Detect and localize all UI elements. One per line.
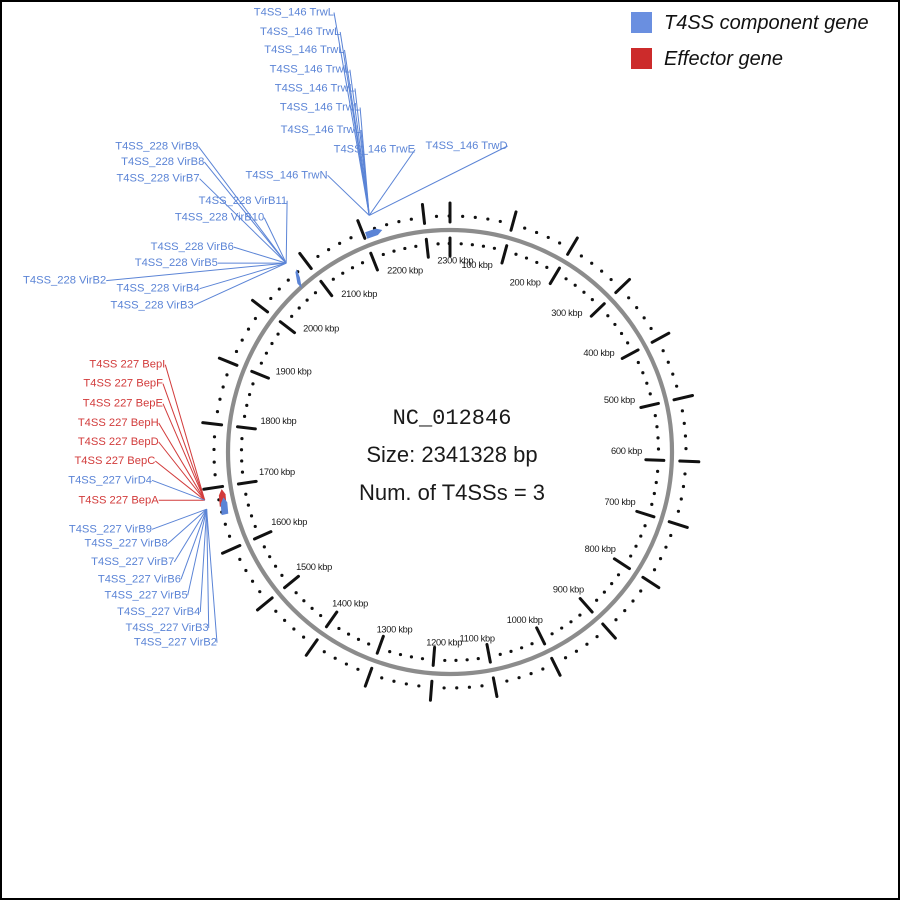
- svg-text:T4SS_228 VirB8: T4SS_228 VirB8: [121, 156, 204, 168]
- svg-text:T4SS 227 BepH: T4SS 227 BepH: [78, 417, 159, 429]
- svg-text:800 kbp: 800 kbp: [585, 544, 616, 554]
- svg-text:2100 kbp: 2100 kbp: [341, 289, 377, 299]
- svg-text:1100 kbp: 1100 kbp: [460, 634, 495, 644]
- svg-text:1500 kbp: 1500 kbp: [296, 562, 332, 572]
- svg-text:T4SS_228 VirB2: T4SS_228 VirB2: [23, 275, 106, 287]
- svg-text:T4SS_227 VirB5: T4SS_227 VirB5: [105, 589, 188, 601]
- svg-text:T4SS 227 BepD: T4SS 227 BepD: [78, 436, 159, 448]
- svg-text:T4SS_228 VirB11: T4SS_228 VirB11: [199, 195, 288, 207]
- svg-text:T4SS 227 BepC: T4SS 227 BepC: [74, 455, 155, 467]
- svg-text:T4SS_227 VirB3: T4SS_227 VirB3: [126, 622, 209, 634]
- svg-text:T4SS_146 TrwL: T4SS_146 TrwL: [260, 26, 340, 38]
- svg-text:T4SS 227 BepE: T4SS 227 BepE: [83, 398, 163, 410]
- svg-text:T4SS_146 TrwE: T4SS_146 TrwE: [334, 144, 415, 156]
- svg-text:T4SS_227 VirD4: T4SS_227 VirD4: [68, 474, 152, 486]
- svg-text:T4SS_227 VirB8: T4SS_227 VirB8: [85, 538, 168, 550]
- svg-text:1000 kbp: 1000 kbp: [507, 615, 543, 625]
- svg-text:400 kbp: 400 kbp: [583, 348, 614, 358]
- svg-text:2000 kbp: 2000 kbp: [303, 323, 339, 333]
- svg-text:T4SS_228 VirB3: T4SS_228 VirB3: [111, 299, 194, 311]
- svg-text:T4SS component gene: T4SS component gene: [664, 12, 869, 34]
- svg-text:Num. of T4SSs = 3: Num. of T4SSs = 3: [359, 480, 545, 505]
- svg-text:500 kbp: 500 kbp: [604, 395, 635, 405]
- svg-text:T4SS_227 VirB2: T4SS_227 VirB2: [134, 637, 217, 649]
- svg-text:T4SS_146 TrwD: T4SS_146 TrwD: [426, 140, 508, 152]
- svg-text:T4SS 227 BepF: T4SS 227 BepF: [83, 378, 163, 390]
- svg-text:1200 kbp: 1200 kbp: [426, 638, 462, 648]
- svg-text:700 kbp: 700 kbp: [604, 497, 635, 507]
- svg-text:1400 kbp: 1400 kbp: [332, 599, 368, 609]
- svg-text:T4SS_228 VirB7: T4SS_228 VirB7: [116, 173, 199, 185]
- svg-text:200 kbp: 200 kbp: [510, 278, 541, 288]
- svg-text:T4SS_146 TrwL: T4SS_146 TrwL: [270, 64, 350, 76]
- svg-text:T4SS_227 VirB6: T4SS_227 VirB6: [98, 573, 181, 585]
- svg-text:T4SS_146 TrwL: T4SS_146 TrwL: [275, 82, 355, 94]
- svg-text:T4SS_146 TrwL: T4SS_146 TrwL: [280, 102, 360, 114]
- svg-text:T4SS_228 VirB10: T4SS_228 VirB10: [175, 212, 264, 224]
- svg-text:900 kbp: 900 kbp: [553, 585, 584, 595]
- svg-text:Size: 2341328 bp: Size: 2341328 bp: [366, 442, 537, 467]
- svg-text:600 kbp: 600 kbp: [611, 446, 642, 456]
- svg-text:T4SS_146 TrwN: T4SS_146 TrwN: [246, 169, 328, 181]
- svg-text:1700 kbp: 1700 kbp: [259, 467, 295, 477]
- svg-text:T4SS_146 TrwL: T4SS_146 TrwL: [254, 7, 334, 19]
- svg-text:T4SS 227 BepA: T4SS 227 BepA: [78, 494, 159, 506]
- svg-text:300 kbp: 300 kbp: [551, 308, 582, 318]
- svg-text:Effector gene: Effector gene: [664, 48, 783, 70]
- svg-text:T4SS_227 VirB7: T4SS_227 VirB7: [91, 556, 174, 568]
- svg-text:1300 kbp: 1300 kbp: [377, 624, 413, 634]
- svg-text:T4SS 227 BepI: T4SS 227 BepI: [89, 359, 165, 371]
- svg-text:1600 kbp: 1600 kbp: [271, 517, 307, 527]
- svg-text:1900 kbp: 1900 kbp: [276, 367, 312, 377]
- svg-text:T4SS_228 VirB6: T4SS_228 VirB6: [151, 241, 234, 253]
- svg-text:T4SS_146 TrwL: T4SS_146 TrwL: [264, 44, 344, 56]
- svg-text:1800 kbp: 1800 kbp: [261, 416, 297, 426]
- svg-text:T4SS_227 VirB9: T4SS_227 VirB9: [69, 523, 152, 535]
- svg-text:T4SS_228 VirB4: T4SS_228 VirB4: [116, 283, 199, 295]
- svg-text:T4SS_228 VirB9: T4SS_228 VirB9: [115, 140, 198, 152]
- svg-text:T4SS_228 VirB5: T4SS_228 VirB5: [135, 257, 218, 269]
- svg-text:NC_012846: NC_012846: [393, 406, 512, 431]
- svg-text:T4SS_146 TrwL: T4SS_146 TrwL: [281, 124, 361, 136]
- svg-text:T4SS_227 VirB4: T4SS_227 VirB4: [117, 606, 200, 618]
- svg-text:2300 kbp: 2300 kbp: [437, 255, 473, 265]
- svg-text:2200 kbp: 2200 kbp: [387, 266, 423, 276]
